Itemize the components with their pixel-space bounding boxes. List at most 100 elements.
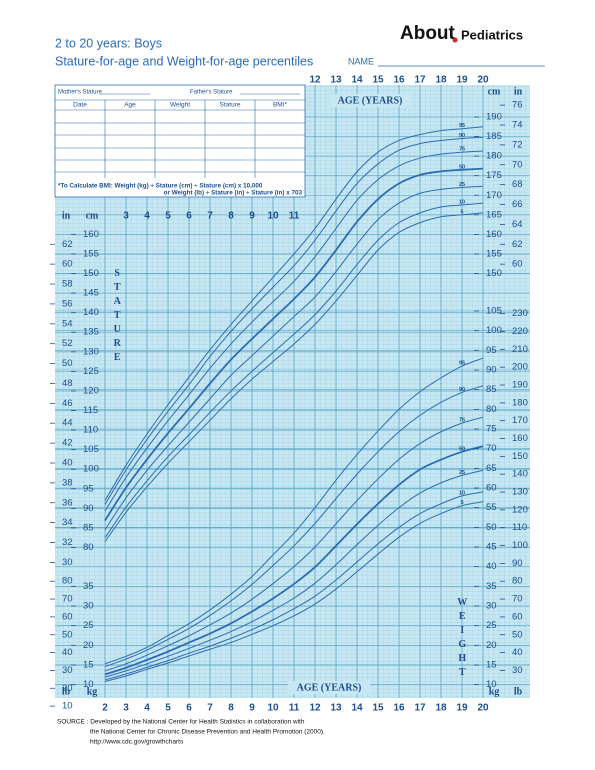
name-label: NAME — [348, 56, 374, 66]
form-column: Weight — [170, 102, 190, 109]
y-tick-label: 100 — [512, 540, 528, 551]
y-tick-label: 90 — [486, 365, 497, 376]
x-tick-label: 7 — [207, 703, 213, 714]
percentile-curve — [104, 126, 484, 501]
y-tick-label: 30 — [83, 601, 94, 612]
y-tick-label: 85 — [83, 522, 94, 533]
percentile-label: 75 — [459, 147, 465, 153]
x-tick-label: 19 — [456, 703, 468, 714]
percentile-curve — [104, 212, 484, 542]
x-tick-label: 11 — [289, 211, 300, 222]
x-tick-label: 8 — [228, 211, 234, 222]
percentile-label: 90 — [459, 387, 465, 393]
percentile-label: 95 — [459, 123, 465, 129]
stature-label: STATURE — [112, 268, 123, 366]
unit: in — [62, 210, 71, 221]
percentile-label: 95 — [459, 361, 465, 367]
y-tick-label: 200 — [512, 362, 528, 373]
x-tick-label: 7 — [207, 211, 213, 222]
y-tick-label: 76 — [512, 100, 523, 111]
y-tick-label: 160 — [486, 229, 502, 240]
y-tick-label: 75 — [486, 424, 497, 435]
y-tick-label: 90 — [83, 503, 94, 514]
x-tick-label: 4 — [144, 703, 150, 714]
percentile-curve — [104, 202, 484, 538]
percentile-curve — [104, 185, 484, 531]
y-tick-label: 52 — [62, 338, 73, 349]
x-tick-label: 4 — [144, 211, 150, 222]
form-column: Date — [73, 102, 87, 109]
percentile-curve — [104, 501, 484, 682]
source: the National Center for Chronic Disease … — [90, 729, 325, 736]
x-tick-label: 12 — [309, 703, 321, 714]
y-tick-label: 60 — [512, 611, 523, 622]
percentile-label: 90 — [459, 133, 465, 139]
y-tick-label: 190 — [486, 111, 502, 122]
y-tick-label: 64 — [512, 219, 523, 230]
x-tick-label: 17 — [414, 703, 426, 714]
x-tick-label: 2 — [102, 703, 108, 714]
y-tick-label: 210 — [512, 344, 528, 355]
percentile-label: 75 — [459, 418, 465, 424]
title: 2 to 20 years: Boys — [55, 36, 162, 50]
weight-label: WEIGHT — [457, 597, 468, 681]
y-tick-label: 60 — [512, 259, 523, 270]
y-tick-label: 40 — [486, 561, 497, 572]
brand-dot — [452, 37, 458, 43]
y-tick-label: 46 — [62, 398, 73, 409]
y-tick-label: 130 — [83, 346, 99, 357]
y-tick-label: 36 — [62, 497, 73, 508]
y-tick-label: 140 — [83, 307, 99, 318]
y-tick-label: 140 — [512, 469, 528, 480]
percentile-label: 25 — [459, 470, 465, 476]
source: SOURCE : Developed by the National Cente… — [57, 719, 305, 726]
x-tick-label: 15 — [372, 703, 384, 714]
y-tick-label: 50 — [512, 629, 523, 640]
percentile-label: 10 — [459, 199, 465, 205]
y-tick-label: 150 — [486, 268, 502, 279]
percentile-label: 25 — [459, 182, 465, 188]
x-tick-label: 11 — [289, 703, 300, 714]
y-tick-label: 50 — [62, 358, 73, 369]
y-tick-label: 30 — [62, 557, 73, 568]
y-tick-label: 70 — [486, 443, 497, 454]
percentile-label: 50 — [459, 446, 465, 452]
x-tick-label: 20 — [477, 75, 489, 86]
y-tick-label: 50 — [62, 629, 73, 640]
y-tick-label: 80 — [62, 576, 73, 587]
x-tick-label: 13 — [330, 703, 342, 714]
x-tick-label: 5 — [165, 703, 171, 714]
x-tick-label: 18 — [435, 703, 447, 714]
y-tick-label: 230 — [512, 308, 528, 319]
x-tick-label: 10 — [267, 703, 279, 714]
x-tick-label: 6 — [186, 211, 192, 222]
unit: kg — [87, 686, 98, 697]
y-tick-label: 38 — [62, 477, 73, 488]
y-tick-label: 175 — [486, 170, 502, 181]
y-tick-label: 54 — [62, 318, 73, 329]
y-tick-label: 15 — [486, 660, 497, 671]
y-tick-label: 56 — [62, 298, 73, 309]
y-tick-label: 48 — [62, 378, 73, 389]
y-tick-label: 125 — [83, 366, 99, 377]
y-tick-label: 40 — [62, 457, 73, 468]
y-tick-label: 190 — [512, 380, 528, 391]
percentile-curve — [104, 416, 484, 672]
y-tick-label: 185 — [486, 131, 502, 142]
form-column: Stature — [220, 102, 241, 109]
y-tick-label: 35 — [486, 581, 497, 592]
x-tick-label: 18 — [435, 75, 447, 86]
y-tick-label: 65 — [486, 463, 497, 474]
age-label-box — [288, 681, 370, 694]
y-tick-label: 155 — [486, 248, 502, 259]
y-tick-label: 20 — [486, 640, 497, 651]
y-tick-label: 145 — [83, 288, 99, 299]
y-tick-label: 70 — [512, 594, 523, 605]
y-tick-label: 100 — [83, 464, 99, 475]
percentile-curve — [104, 385, 484, 668]
unit: in — [514, 86, 523, 97]
y-tick-label: 42 — [62, 438, 73, 449]
y-tick-label: 170 — [512, 415, 528, 426]
x-tick-label: 10 — [267, 211, 279, 222]
y-tick-label: 72 — [512, 139, 523, 150]
